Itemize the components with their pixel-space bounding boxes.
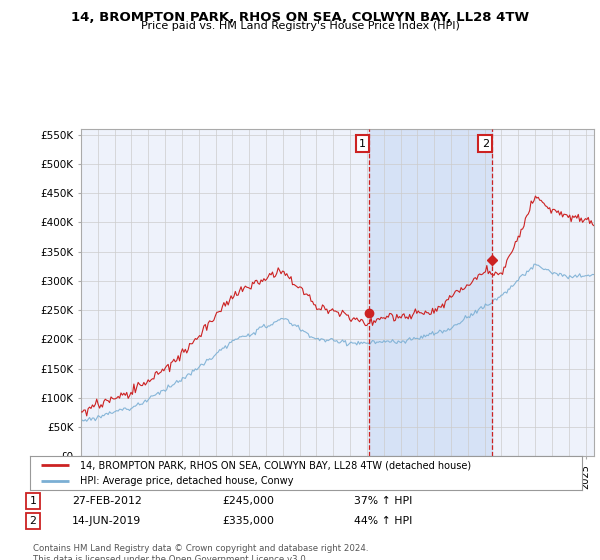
Text: 2: 2 [482,139,489,148]
Text: 14, BROMPTON PARK, RHOS ON SEA, COLWYN BAY, LL28 4TW: 14, BROMPTON PARK, RHOS ON SEA, COLWYN B… [71,11,529,24]
Text: 14, BROMPTON PARK, RHOS ON SEA, COLWYN BAY, LL28 4TW (detached house): 14, BROMPTON PARK, RHOS ON SEA, COLWYN B… [80,460,471,470]
Text: Price paid vs. HM Land Registry's House Price Index (HPI): Price paid vs. HM Land Registry's House … [140,21,460,31]
Text: 37% ↑ HPI: 37% ↑ HPI [354,496,412,506]
Text: £245,000: £245,000 [222,496,274,506]
Text: 1: 1 [29,496,37,506]
Text: 27-FEB-2012: 27-FEB-2012 [72,496,142,506]
Text: 2: 2 [29,516,37,526]
Bar [370,129,492,456]
Text: Contains HM Land Registry data © Crown copyright and database right 2024.
This d: Contains HM Land Registry data © Crown c… [33,544,368,560]
Text: 44% ↑ HPI: 44% ↑ HPI [354,516,412,526]
Text: 1: 1 [359,139,366,148]
Text: 14-JUN-2019: 14-JUN-2019 [72,516,141,526]
Text: HPI: Average price, detached house, Conwy: HPI: Average price, detached house, Conw… [80,476,293,486]
Text: £335,000: £335,000 [222,516,274,526]
